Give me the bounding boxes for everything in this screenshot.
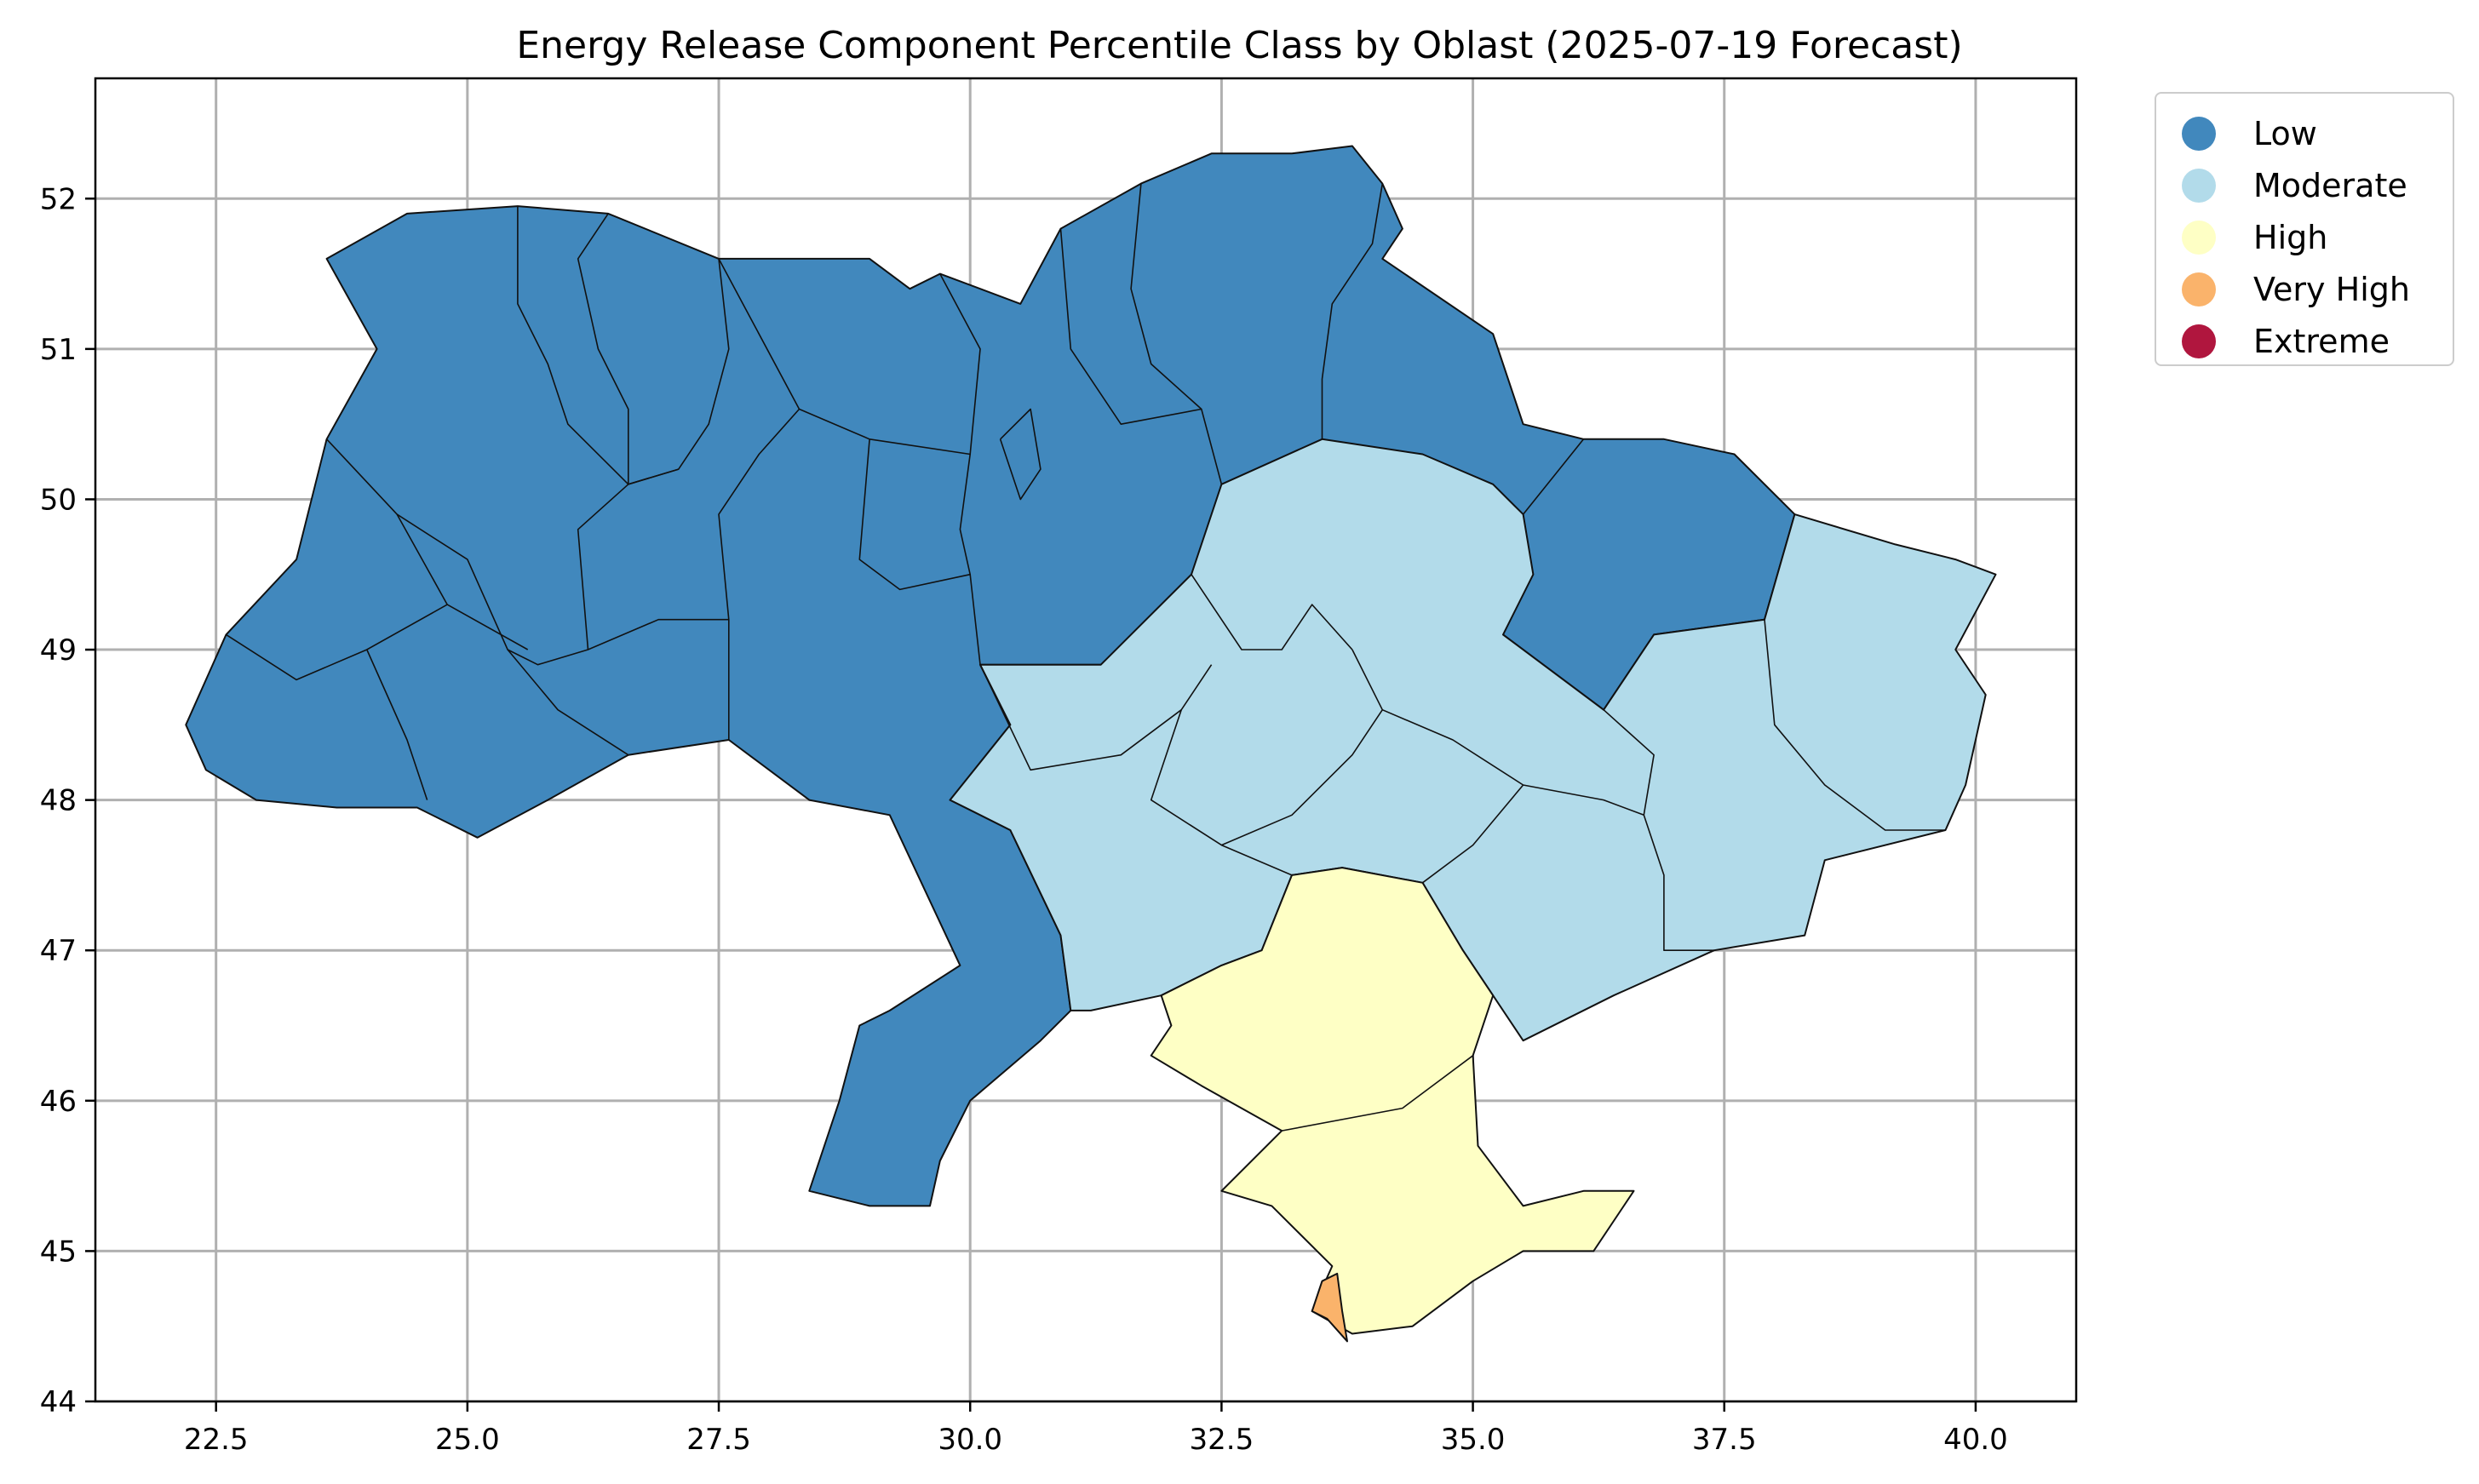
axes: 22.5 25.0 27.5 30.0 32.5 35.0 37.5 40.0 44 45 46 47… <box>40 77 2078 1457</box>
oblast-border <box>577 484 629 650</box>
legend-label: Extreme <box>2253 323 2390 360</box>
legend: Low Moderate High Very High Extreme <box>2155 92 2454 366</box>
oblast-border <box>1764 619 1946 831</box>
oblast-border <box>1381 708 1714 951</box>
chart-title: Energy Release Component Percentile Clas… <box>516 24 1963 67</box>
legend-item: Moderate <box>2182 164 2407 207</box>
oblast-border <box>869 438 971 456</box>
legend-marker <box>2182 117 2216 151</box>
oblast-border <box>1221 649 1384 846</box>
legend-label: Very High <box>2253 271 2410 308</box>
oblast-border <box>1321 183 1384 439</box>
region-high <box>1150 867 1635 1335</box>
legend-marker <box>2182 221 2216 255</box>
x-tick-label: 37.5 <box>1692 1423 1757 1457</box>
oblast-border <box>1130 183 1223 485</box>
x-tick-label: 32.5 <box>1190 1423 1254 1457</box>
x-tick-label: 30.0 <box>938 1423 1002 1457</box>
oblast-regions <box>185 145 1997 1343</box>
oblast-border <box>366 649 428 800</box>
legend-label: Low <box>2253 115 2317 152</box>
x-tick-label: 35.0 <box>1441 1423 1506 1457</box>
oblast-borders <box>226 183 1946 1132</box>
plot-frame <box>94 77 2078 1403</box>
legend-marker <box>2182 272 2216 307</box>
x-tick-label: 40.0 <box>1943 1423 2008 1457</box>
oblast-border <box>577 213 629 484</box>
y-tick-label: 51 <box>40 333 77 367</box>
legend-marker <box>2182 169 2216 203</box>
y-tick-label: 50 <box>40 483 77 517</box>
oblast-border <box>718 258 801 740</box>
oblast-border <box>1422 784 1524 884</box>
y-tick-label: 45 <box>40 1235 77 1269</box>
oblast-border <box>1191 574 1353 650</box>
oblast-border <box>979 664 1213 771</box>
x-tick-label: 27.5 <box>686 1423 751 1457</box>
oblast-border <box>999 408 1042 501</box>
x-tick-label: 25.0 <box>435 1423 500 1457</box>
legend-item: Low <box>2182 112 2317 155</box>
oblast-border <box>1522 438 1585 515</box>
y-tick-label: 46 <box>40 1085 77 1119</box>
legend-marker <box>2182 324 2216 358</box>
x-tick-label: 22.5 <box>184 1423 249 1457</box>
oblast-border <box>446 604 529 650</box>
oblast-border <box>628 258 730 485</box>
y-tick-label: 47 <box>40 934 77 968</box>
y-tick-label: 52 <box>40 182 77 216</box>
legend-item: High <box>2182 216 2327 259</box>
legend-item: Very High <box>2182 268 2410 311</box>
y-tick-label: 49 <box>40 633 77 668</box>
oblast-border <box>1059 228 1202 425</box>
y-tick-label: 44 <box>40 1385 77 1419</box>
oblast-border <box>1150 709 1293 876</box>
region-very-high <box>1311 1272 1348 1343</box>
legend-item: Extreme <box>2182 320 2390 363</box>
y-tick-label: 48 <box>40 784 77 818</box>
oblast-border <box>326 438 629 756</box>
legend-label: High <box>2253 219 2328 256</box>
legend-label: Moderate <box>2253 167 2407 204</box>
oblast-border <box>1282 1055 1474 1132</box>
oblast-border <box>799 408 981 665</box>
oblast-border <box>1603 709 1655 816</box>
